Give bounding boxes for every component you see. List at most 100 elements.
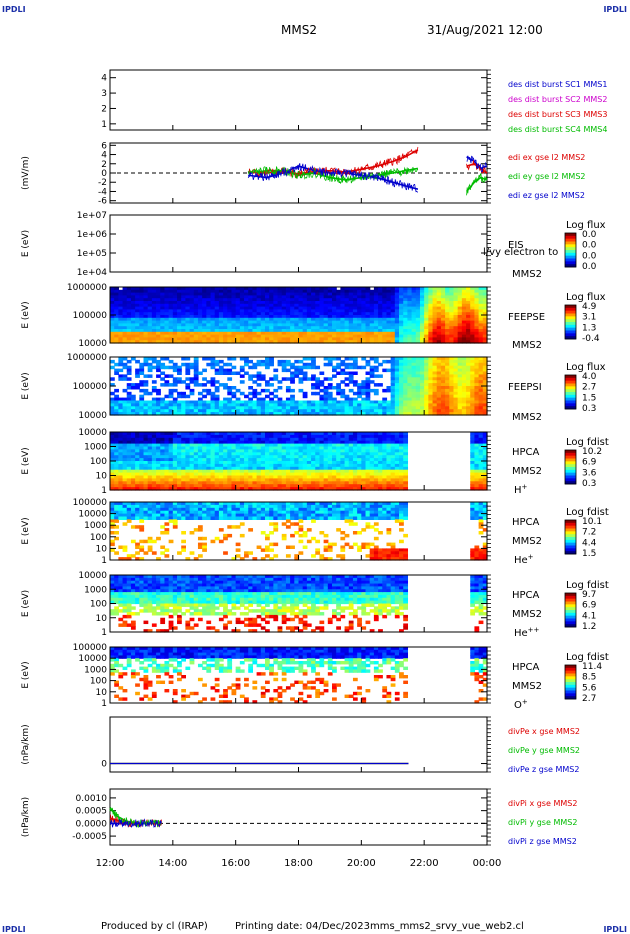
- spectrogram-cell-4: [352, 334, 358, 338]
- spectrogram-cell-4: [340, 340, 346, 344]
- spectrogram-cell-4: [394, 301, 400, 305]
- spectrogram-cell-6: [394, 434, 400, 439]
- spectrogram-cell-6: [332, 472, 337, 477]
- spectrogram-cell-6: [189, 478, 195, 482]
- spectrogram-cell-5: [281, 365, 287, 370]
- spectrogram-cell-4: [361, 320, 367, 324]
- spectrogram-cell-4: [210, 326, 216, 330]
- spectrogram-cell-4: [160, 295, 166, 299]
- spectrogram-cell-6: [403, 440, 409, 445]
- spectrogram-cell-5: [223, 397, 228, 402]
- spectrogram-cell-5: [357, 386, 362, 390]
- spectrogram-cell-4: [373, 334, 379, 338]
- spectrogram-cell-6: [403, 434, 409, 439]
- spectrogram-cell-5: [407, 409, 413, 413]
- spectrogram-cell-6: [302, 452, 308, 456]
- spectrogram-cell-4: [407, 309, 413, 313]
- spectrogram-cell-6: [252, 475, 258, 479]
- spectrogram-cell-4: [277, 289, 283, 294]
- spectrogram-cell-6: [118, 434, 124, 439]
- spectrogram-cell-4: [218, 292, 224, 296]
- spectrogram-cell-5: [403, 365, 409, 370]
- spectrogram-cell-5: [436, 394, 442, 399]
- spectrogram-cell-5: [185, 371, 191, 375]
- spectrogram-cell-6: [340, 478, 346, 482]
- spectrogram-cell-4: [135, 317, 140, 322]
- spectrogram-cell-4: [223, 317, 228, 322]
- spectrogram-cell-4: [210, 289, 216, 294]
- spectrogram-cell-6: [403, 443, 409, 448]
- spectrogram-cell-4: [319, 326, 325, 330]
- spectrogram-cell-4: [114, 329, 119, 333]
- spectrogram-cell-4: [407, 298, 413, 302]
- spectrogram-cell-6: [336, 443, 341, 448]
- spectrogram-cell-4: [135, 329, 140, 333]
- spectrogram-cell-6: [277, 437, 283, 442]
- spectrogram-cell-5: [223, 400, 228, 404]
- spectrogram-cell-4: [348, 301, 354, 305]
- spectrogram-cell-4: [440, 298, 446, 302]
- spectrogram-cell-6: [156, 443, 161, 448]
- spectrogram-cell-4: [218, 334, 224, 338]
- spectrogram-cell-6: [357, 475, 362, 479]
- spectrogram-cell-4: [130, 323, 136, 327]
- spectrogram-cell-4: [390, 329, 396, 333]
- spectrogram-cell-5: [227, 371, 233, 375]
- spectrogram-cell-5: [482, 403, 488, 407]
- spectrogram-cell-6: [298, 478, 304, 482]
- spectrogram-cell-5: [348, 406, 354, 410]
- spectrogram-cell-5: [403, 409, 409, 413]
- spectrogram-cell-4: [218, 315, 224, 319]
- spectrogram-cell-6: [382, 432, 388, 436]
- spectrogram-cell-6: [378, 469, 383, 474]
- spectrogram-cell-5: [130, 394, 136, 399]
- spectrogram-cell-5: [428, 362, 434, 367]
- spectrogram-cell-5: [214, 403, 220, 407]
- spectrogram-cell-6: [118, 461, 124, 465]
- spectrogram-cell-6: [269, 455, 274, 459]
- spectrogram-cell-5: [118, 400, 124, 404]
- spectrogram-cell-6: [235, 443, 241, 448]
- spectrogram-cell-6: [478, 458, 484, 462]
- spectrogram-cell-6: [181, 487, 186, 491]
- spectrogram-cell-6: [478, 469, 484, 474]
- spectrogram-cell-5: [185, 377, 191, 381]
- spectrogram-cell-6: [344, 458, 350, 462]
- spectrogram-cell-5: [461, 368, 467, 373]
- spectrogram-cell-4: [386, 331, 392, 336]
- spectrogram-cell-5: [160, 400, 166, 404]
- spectrogram-cell-6: [214, 466, 220, 471]
- spectrogram-cell-6: [252, 469, 258, 474]
- spectrogram-cell-6: [223, 481, 228, 485]
- spectrogram-cell-6: [369, 469, 375, 474]
- spectrogram-cell-6: [181, 481, 186, 485]
- spectrogram-cell-4: [181, 292, 186, 296]
- spectrogram-cell-4: [214, 331, 220, 336]
- spectrogram-cell-6: [290, 484, 295, 488]
- y-tick-label-4: 100000: [73, 311, 108, 321]
- spectrogram-cell-4: [457, 303, 463, 308]
- spectrogram-cell-5: [373, 409, 379, 413]
- spectrogram-cell-5: [168, 383, 174, 387]
- spectrogram-cell-6: [210, 461, 216, 465]
- spectrogram-cell-4: [147, 340, 153, 344]
- spectrogram-cell-4: [273, 295, 279, 299]
- spectrogram-cell-5: [474, 391, 480, 396]
- spectrogram-cell-5: [181, 403, 186, 407]
- spectrogram-cell-4: [411, 292, 417, 296]
- spectrogram-cell-5: [428, 391, 434, 396]
- spectrogram-cell-4: [223, 292, 228, 296]
- spectrogram-cell-4: [285, 340, 291, 344]
- spectrogram-cell-6: [369, 446, 375, 450]
- spectrogram-cell-6: [327, 463, 333, 468]
- spectrogram-cell-4: [386, 287, 392, 291]
- spectrogram-cell-7: [110, 504, 115, 509]
- spectrogram-cell-4: [424, 295, 429, 299]
- y-tick-label-2: -6: [98, 197, 107, 207]
- spectrogram-cell-6: [390, 469, 396, 474]
- spectrogram-cell-5: [311, 383, 316, 387]
- spectrogram-cell-6: [470, 466, 476, 471]
- spectrogram-cell-5: [202, 394, 207, 399]
- colorbar-segment-5: [565, 380, 576, 384]
- spectrogram-cell-5: [139, 394, 145, 399]
